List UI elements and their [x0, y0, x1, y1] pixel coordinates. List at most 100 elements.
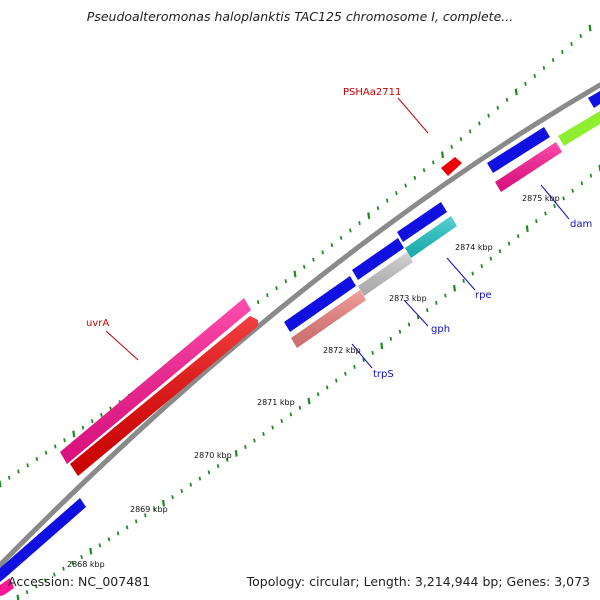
tick-mark: [325, 385, 329, 390]
tick-mark: [398, 329, 402, 334]
tick-label: 2872 kbp: [323, 346, 361, 355]
gene-PSHAa2711[interactable]: [441, 157, 462, 176]
tick-mark: [302, 264, 306, 269]
tick-mark: [266, 293, 269, 298]
tick-mark: [253, 438, 256, 443]
tick-mark: [17, 469, 20, 474]
label-gph: gph: [431, 324, 450, 335]
tick-mark: [43, 578, 47, 583]
tick-mark: [16, 594, 20, 600]
tick-label: 2870 kbp: [194, 451, 232, 460]
tick-mark: [116, 531, 120, 536]
label-rpe: rpe: [475, 290, 492, 301]
tick-mark: [480, 264, 484, 269]
tick-mark: [462, 278, 465, 283]
accession-text: Accession: NC_007481: [8, 574, 151, 589]
tick-mark: [422, 168, 426, 173]
tick-label: 2874 kbp: [455, 243, 493, 252]
tick-mark: [35, 457, 39, 462]
tick-mark: [100, 412, 103, 417]
tick-mark: [293, 270, 297, 278]
tick-mark: [71, 560, 74, 565]
gene-blue-rpe-upper[interactable]: [397, 202, 447, 242]
tick-mark: [413, 175, 417, 180]
tick-label: 2868 kbp: [67, 560, 105, 569]
tick-mark: [459, 137, 463, 142]
tick-mark: [271, 425, 274, 430]
tick-mark: [514, 88, 518, 96]
tick-mark: [440, 151, 445, 159]
tick-mark: [144, 513, 147, 518]
tick-mark: [234, 450, 238, 457]
tick-mark: [330, 243, 334, 248]
tick-mark: [571, 188, 575, 193]
tick-mark: [225, 457, 229, 462]
topology-summary: Topology: circular; Length: 3,214,944 bp…: [246, 574, 590, 589]
tick-mark: [280, 418, 284, 423]
tick-mark: [107, 537, 111, 542]
tick-mark: [134, 519, 138, 524]
tick-label: 2873 kbp: [389, 294, 427, 303]
tick-mark: [444, 293, 447, 298]
tick-mark: [553, 203, 556, 208]
label-uvrA: uvrA: [86, 318, 109, 329]
tick-mark: [431, 160, 435, 165]
gene-blue-dam-upper[interactable]: [487, 127, 550, 173]
tick-label: 2869 kbp: [130, 505, 168, 514]
tick-mark: [389, 336, 393, 341]
tick-mark: [189, 482, 193, 487]
tick-label: 2871 kbp: [257, 398, 295, 407]
tick-mark: [62, 566, 65, 571]
tick-mark: [198, 476, 202, 481]
gene-pink-edge[interactable]: [0, 578, 14, 596]
gene-blue-bottom-left[interactable]: [0, 498, 86, 582]
gene-blue-right-edge[interactable]: [588, 91, 600, 108]
tick-mark: [7, 475, 11, 480]
gene-blue-trpS-upper[interactable]: [284, 276, 356, 332]
tick-mark: [72, 430, 76, 438]
tick-mark: [358, 221, 361, 226]
tick-mark: [525, 225, 529, 232]
tick-mark: [161, 499, 166, 507]
chromosome-backbone: [0, 82, 600, 568]
tick-mark: [505, 97, 509, 102]
tick-mark: [244, 444, 247, 449]
label-leaders: [105, 97, 570, 369]
tick-mark: [25, 590, 29, 595]
gene-green-right[interactable]: [558, 111, 600, 146]
tick-mark: [416, 315, 420, 320]
tick-mark: [376, 206, 380, 211]
tick-mark: [435, 300, 438, 305]
tick-mark: [407, 322, 411, 327]
tick-mark: [362, 357, 365, 362]
tick-mark: [478, 121, 481, 126]
tick-mark: [125, 525, 129, 530]
gene-blue-gph-upper[interactable]: [352, 238, 404, 280]
tick-mark: [452, 284, 457, 292]
tick-mark: [298, 405, 302, 410]
map-title: Pseudoalteromonas haloplanktis TAC125 ch…: [86, 9, 514, 24]
tick-mark: [579, 34, 583, 39]
tick-mark: [339, 235, 343, 240]
tick-mark: [371, 350, 374, 355]
label-dam: dam: [570, 219, 592, 230]
tick-mark: [489, 256, 493, 261]
tick-mark: [216, 464, 220, 469]
tick-mark: [588, 24, 592, 32]
tick-mark: [44, 450, 48, 455]
kbp-labels: 2868 kbp 2869 kbp 2870 kbp 2871 kbp 2872…: [67, 194, 560, 569]
tick-mark: [496, 105, 500, 110]
tick-mark: [471, 271, 474, 276]
tick-mark: [535, 219, 538, 224]
tick-mark: [153, 507, 156, 512]
tick-mark: [98, 543, 102, 548]
label-trpS: trpS: [373, 369, 394, 380]
tick-mark: [367, 212, 371, 219]
tick-mark: [570, 42, 573, 47]
tick-mark: [562, 196, 565, 201]
tick-mark: [289, 412, 293, 417]
tick-mark: [34, 584, 38, 589]
tick-mark: [425, 308, 429, 313]
tick-mark: [498, 249, 502, 254]
tick-mark: [207, 470, 211, 475]
